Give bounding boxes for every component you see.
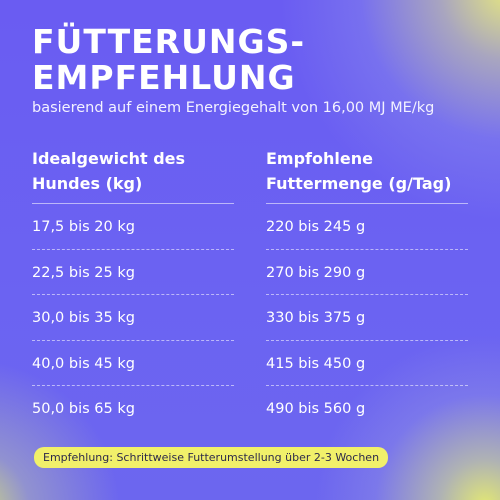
weight-cell: 40,0 bis 45 kg [32, 355, 135, 372]
page-title: FÜTTERUNGS- EMPFEHLUNG [32, 24, 305, 96]
column-header-weight: Idealgewicht des Hundes (kg) [32, 146, 185, 196]
recommendation-badge: Empfehlung: Schrittweise Futterumstellun… [34, 447, 389, 468]
column-header-amount: Empfohlene Futtermenge (g/Tag) [266, 146, 451, 196]
column-header-amount-line2: Futtermenge (g/Tag) [266, 174, 452, 193]
amount-cell: 490 bis 560 g [266, 401, 366, 417]
amount-cell: 415 bis 450 g [266, 355, 366, 372]
table-row: 17,5 bis 20 kg 220 bis 245 g [0, 204, 500, 250]
row-divider [32, 294, 234, 295]
table-row: 30,0 bis 35 kg 330 bis 375 g [0, 295, 500, 341]
title-line-2: EMPFEHLUNG [32, 58, 296, 97]
row-divider [32, 339, 234, 341]
weight-cell: 50,0 bis 65 kg [32, 401, 135, 417]
feeding-table: 17,5 bis 20 kg 220 bis 245 g 22,5 bis 25… [0, 204, 500, 432]
weight-cell: 17,5 bis 20 kg [32, 219, 135, 235]
row-divider [266, 294, 468, 295]
row-divider [32, 385, 234, 386]
subtitle: basierend auf einem Energiegehalt von 16… [32, 100, 435, 116]
table-row: 40,0 bis 45 kg 415 bis 450 g [0, 341, 500, 386]
row-divider [32, 248, 234, 250]
table-row: 50,0 bis 65 kg 490 bis 560 g [0, 386, 500, 432]
table-row: 22,5 bis 25 kg 270 bis 290 g [0, 250, 500, 295]
column-header-amount-line1: Empfohlene [266, 149, 373, 168]
amount-cell: 270 bis 290 g [266, 264, 366, 281]
row-divider [266, 248, 468, 250]
column-header-weight-line1: Idealgewicht des [32, 149, 186, 168]
amount-cell: 220 bis 245 g [266, 219, 366, 235]
column-header-weight-line2: Hundes (kg) [32, 174, 143, 193]
weight-cell: 30,0 bis 35 kg [32, 310, 135, 326]
row-divider [266, 339, 468, 341]
row-divider [266, 385, 468, 386]
header-divider-left [32, 203, 234, 204]
weight-cell: 22,5 bis 25 kg [32, 264, 135, 281]
amount-cell: 330 bis 375 g [266, 310, 366, 326]
header-divider-right [266, 203, 468, 204]
title-line-1: FÜTTERUNGS- [32, 22, 306, 61]
